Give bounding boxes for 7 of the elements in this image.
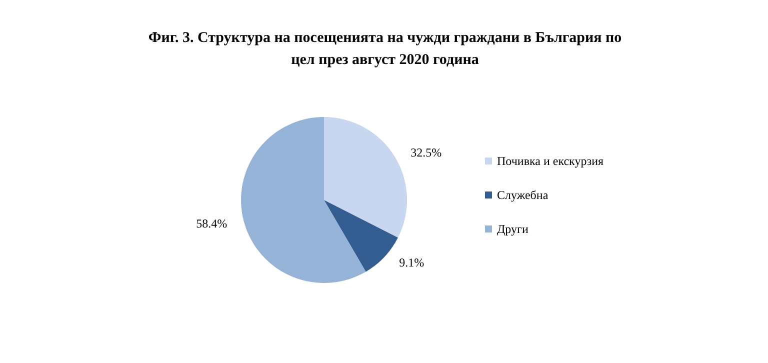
legend-label: Други [497,222,529,236]
data-label: 32.5% [410,145,442,160]
legend-label: Служебна [497,188,549,202]
legend-label: Почивка и екскурзия [497,154,604,168]
data-label: 9.1% [399,256,424,270]
chart-title: Фиг. 3. Структура на посещенията на чужди граждани в България по цел през август 2020 година [148,30,622,68]
data-label: 58.4% [196,216,228,231]
